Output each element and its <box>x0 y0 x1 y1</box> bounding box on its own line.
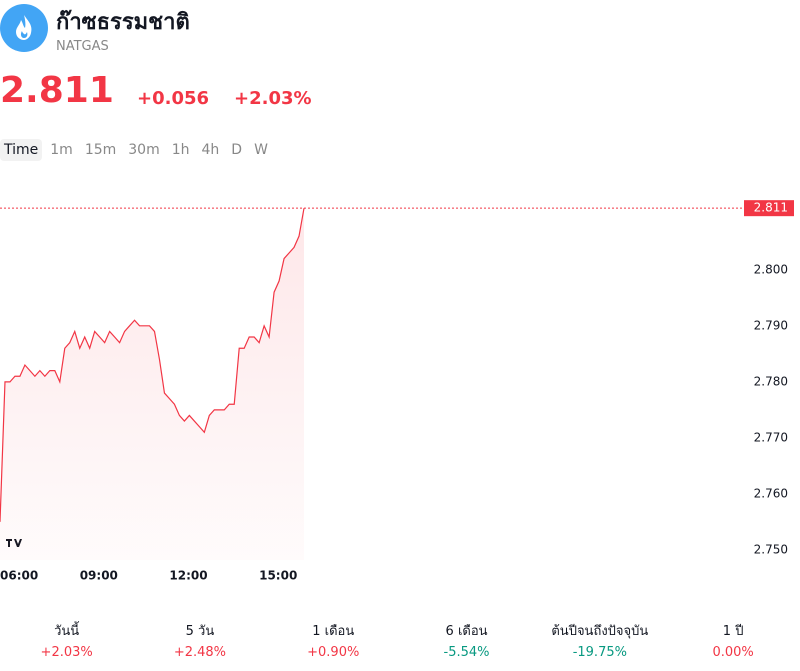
stat-value: +2.03% <box>40 645 93 660</box>
chart: 2.750 2.760 2.770 2.780 2.790 2.800 06:00 09:00… <box>0 200 794 583</box>
tab[interactable]: 4h <box>201 142 220 158</box>
tab[interactable]: W <box>254 142 268 158</box>
tab[interactable]: D <box>231 142 243 158</box>
stat-value: +0.90% <box>307 645 360 660</box>
stat-value: -19.75% <box>572 645 627 660</box>
y-tick-label: 2.760 <box>754 486 788 500</box>
stat-value: -5.54% <box>443 645 490 660</box>
price: 2.811 <box>0 70 114 111</box>
title: ก๊าซธรรมชาติ <box>56 10 190 35</box>
stat-label: 6 เดือน <box>445 624 488 639</box>
price-tag-label: 2.811 <box>754 201 788 215</box>
price-tag <box>744 200 794 217</box>
stats: วันนี้ +2.03% 5 วัน +2.48% 1 เดือน +0.90% 6 เด… <box>0 620 800 660</box>
stat-label: 5 วัน <box>185 624 215 639</box>
stat: 6 เดือน -5.54% <box>400 620 533 660</box>
icon <box>0 4 48 52</box>
symbol: NATGAS <box>56 39 109 54</box>
tabs: Time 1m 15m 30m 1h 4h D W <box>0 139 272 161</box>
x-tick-label: 09:00 <box>80 569 118 583</box>
x-tick-label: 12:00 <box>169 569 207 583</box>
tab[interactable]: Time <box>0 139 43 161</box>
x-tick-label: 06:00 <box>0 569 38 583</box>
stat: 5 วัน +2.48% <box>133 620 266 660</box>
tab[interactable]: 30m <box>128 142 160 158</box>
change-pct: +2.03% <box>234 88 312 109</box>
y-tick-label: 2.790 <box>754 318 788 332</box>
y-tick-label: 2.780 <box>754 374 788 388</box>
area <box>0 208 304 560</box>
stat-label: 1 เดือน <box>312 624 355 639</box>
stat-label: วันนี้ <box>54 624 80 639</box>
line <box>0 208 305 522</box>
tab[interactable]: 15m <box>84 142 117 158</box>
y-tick-label: 2.800 <box>754 262 788 276</box>
y-tick-label: 2.750 <box>754 542 788 556</box>
y-tick-label: 2.770 <box>754 430 788 444</box>
x-tick-label: 15:00 <box>259 569 297 583</box>
stat: 1 ปี 0.00% <box>666 620 799 660</box>
tab[interactable]: 1h <box>171 142 190 158</box>
tab[interactable]: 1m <box>50 142 73 158</box>
stat-label: 1 ปี <box>722 624 744 639</box>
stat-value: +2.48% <box>173 645 227 660</box>
stat-value: 0.00% <box>712 645 754 660</box>
stat-label: ต้นปีจนถึงปัจจุบัน <box>551 624 649 639</box>
change: +0.056 <box>137 88 210 109</box>
stat: ต้นปีจนถึงปัจจุบัน -19.75% <box>533 620 666 660</box>
stat: 1 เดือน +0.90% <box>267 620 400 660</box>
stat: วันนี้ +2.03% <box>0 620 133 660</box>
